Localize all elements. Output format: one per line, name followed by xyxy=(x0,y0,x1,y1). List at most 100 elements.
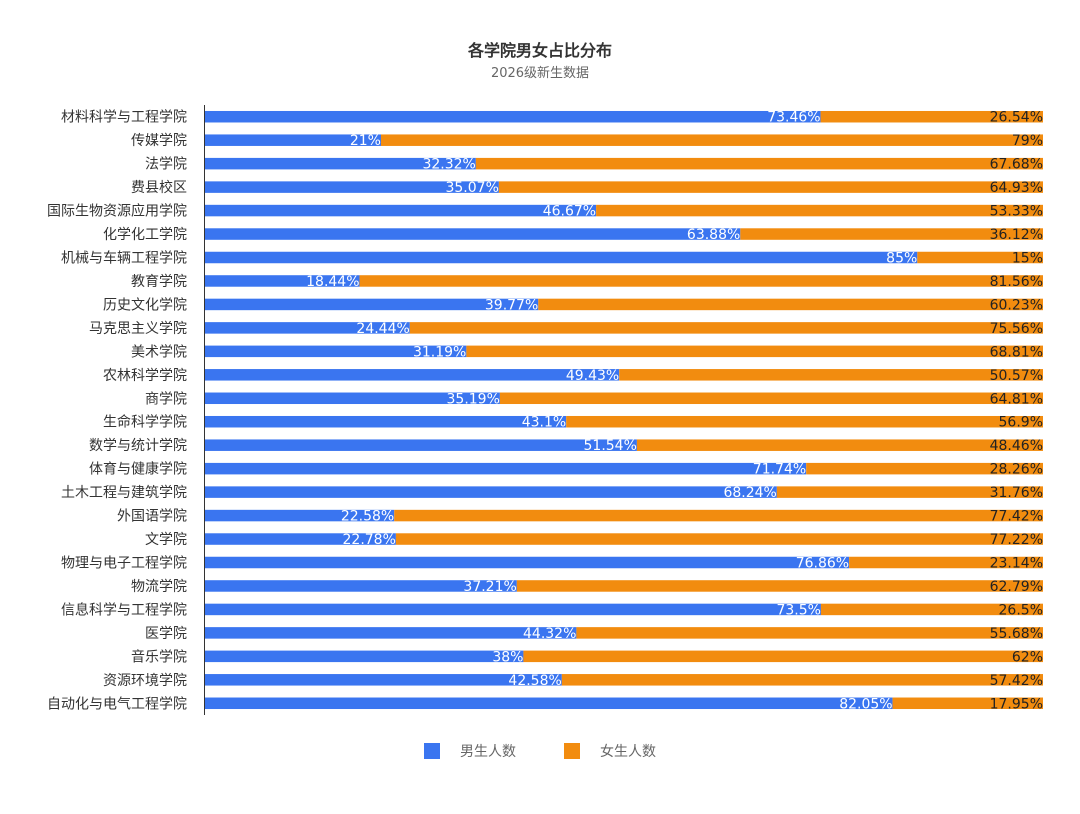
data-label-male: 76.86% xyxy=(796,556,849,572)
data-label-female: 62% xyxy=(1012,649,1043,665)
data-label-male: 32.32% xyxy=(422,157,475,173)
y-tick-label: 机械与车辆工程学院 xyxy=(61,250,187,267)
bar-female[interactable] xyxy=(820,110,1043,123)
bar-female[interactable] xyxy=(806,462,1043,475)
y-tick-label: 国际生物资源应用学院 xyxy=(47,203,187,220)
data-label-female: 79% xyxy=(1012,133,1043,149)
bar-male[interactable] xyxy=(205,369,620,381)
bar-female[interactable] xyxy=(596,204,1043,217)
y-tick-label: 物流学院 xyxy=(131,579,187,595)
bar-female[interactable] xyxy=(576,627,1043,639)
data-label-female: 36.12% xyxy=(990,227,1043,243)
data-label-female: 81.56% xyxy=(990,274,1043,290)
data-label-female: 15% xyxy=(1012,251,1043,267)
bar-female[interactable] xyxy=(636,439,1043,451)
bar-female[interactable] xyxy=(892,697,1043,710)
bar-male[interactable] xyxy=(205,439,637,451)
y-tick-label: 资源环境学院 xyxy=(103,673,187,689)
chart-title: 各学院男女占比分布 xyxy=(467,41,612,60)
bar-female[interactable] xyxy=(359,275,1043,287)
y-tick-label: 物理与电子工程学院 xyxy=(61,556,187,572)
bar-female[interactable] xyxy=(466,345,1043,358)
data-label-male: 42.58% xyxy=(508,673,561,689)
y-tick-label: 马克思主义学院 xyxy=(89,321,187,337)
data-label-male: 35.07% xyxy=(445,180,498,196)
bar-male[interactable] xyxy=(205,556,850,569)
bar-male[interactable] xyxy=(205,486,777,498)
bar-female[interactable] xyxy=(475,157,1043,170)
bar-female[interactable] xyxy=(917,251,1043,264)
bar-male[interactable] xyxy=(205,415,567,428)
bar-female[interactable] xyxy=(499,392,1043,405)
bar-male[interactable] xyxy=(205,322,410,334)
y-tick-label: 农林科学学院 xyxy=(103,368,187,384)
bar-female[interactable] xyxy=(409,322,1043,334)
bar-female[interactable] xyxy=(395,533,1044,545)
bar-male[interactable] xyxy=(205,603,821,616)
bar-male[interactable] xyxy=(205,228,741,240)
data-label-male: 44.32% xyxy=(523,626,576,642)
legend-label-male: 男生人数 xyxy=(460,744,516,760)
y-tick-label: 教育学院 xyxy=(131,274,187,290)
bar-male[interactable] xyxy=(205,181,499,193)
data-label-female: 23.14% xyxy=(990,556,1043,572)
bar-female[interactable] xyxy=(820,603,1043,616)
bar-male[interactable] xyxy=(205,462,807,475)
bar-male[interactable] xyxy=(205,674,562,686)
y-tick-label: 法学院 xyxy=(145,157,187,173)
bar-female[interactable] xyxy=(394,509,1043,522)
data-label-female: 55.68% xyxy=(990,626,1043,642)
bar-female[interactable] xyxy=(561,674,1043,686)
legend-item-female[interactable]: 女生人数 xyxy=(564,741,656,761)
legend-item-male[interactable]: 男生人数 xyxy=(424,741,516,761)
data-label-female: 53.33% xyxy=(990,204,1043,220)
bar-male[interactable] xyxy=(205,298,539,311)
bar-female[interactable] xyxy=(566,415,1043,428)
bar-male[interactable] xyxy=(205,275,360,287)
bar-male[interactable] xyxy=(205,157,476,170)
bar-female[interactable] xyxy=(776,486,1043,498)
bar-female[interactable] xyxy=(740,228,1043,240)
bar-male[interactable] xyxy=(205,392,500,405)
bar-male[interactable] xyxy=(205,533,396,545)
data-label-female: 28.26% xyxy=(990,462,1043,478)
data-label-male: 49.43% xyxy=(566,368,619,384)
data-label-female: 26.5% xyxy=(999,602,1043,618)
data-label-male: 85% xyxy=(886,251,917,267)
bar-male[interactable] xyxy=(205,345,467,358)
data-label-female: 64.81% xyxy=(990,391,1043,407)
data-label-male: 37.21% xyxy=(463,579,516,595)
data-label-male: 22.78% xyxy=(343,532,396,548)
y-tick-label: 医学院 xyxy=(145,626,187,642)
bar-male[interactable] xyxy=(205,134,381,146)
y-tick-label: 文学院 xyxy=(145,532,187,548)
bar-female[interactable] xyxy=(516,580,1043,592)
bar-male[interactable] xyxy=(205,650,524,663)
bar-female[interactable] xyxy=(849,556,1043,569)
data-label-male: 18.44% xyxy=(306,274,359,290)
data-label-male: 31.19% xyxy=(413,344,466,360)
bar-female[interactable] xyxy=(498,181,1043,193)
bar-female[interactable] xyxy=(619,369,1043,381)
data-label-male: 51.54% xyxy=(584,438,637,454)
data-label-female: 60.23% xyxy=(990,297,1043,313)
bar-female[interactable] xyxy=(538,298,1043,311)
bar-male[interactable] xyxy=(205,110,821,123)
data-label-female: 75.56% xyxy=(990,321,1043,337)
bar-male[interactable] xyxy=(205,204,597,217)
bar-male[interactable] xyxy=(205,251,918,264)
y-tick-label: 音乐学院 xyxy=(131,648,187,665)
bar-female[interactable] xyxy=(523,650,1043,663)
data-label-female: 77.42% xyxy=(990,509,1043,525)
y-tick-label: 体育与健康学院 xyxy=(89,461,187,478)
data-label-male: 35.19% xyxy=(447,391,500,407)
bar-male[interactable] xyxy=(205,580,517,592)
legend-swatch-female xyxy=(564,743,580,759)
y-tick-label: 材料科学与工程学院 xyxy=(61,110,187,126)
y-tick-label: 生命科学学院 xyxy=(103,414,187,431)
bar-male[interactable] xyxy=(205,697,893,710)
bar-male[interactable] xyxy=(205,509,395,522)
bar-male[interactable] xyxy=(205,627,577,639)
bar-female[interactable] xyxy=(380,134,1044,146)
